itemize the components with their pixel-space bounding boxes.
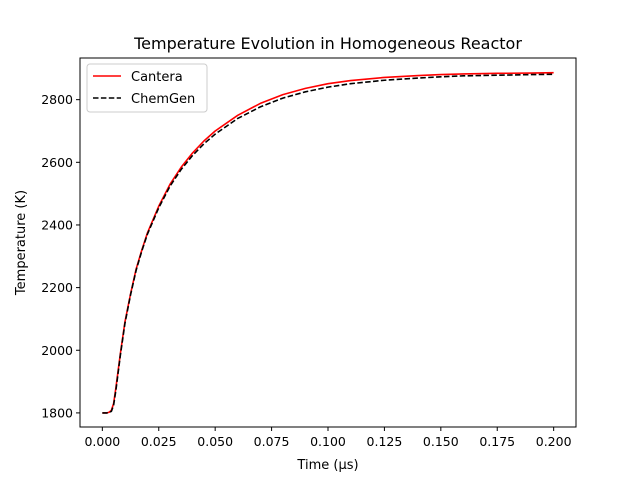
x-tick-label: 0.175 bbox=[479, 434, 515, 449]
x-tick-label: 0.150 bbox=[423, 434, 459, 449]
y-axis-label: Temperature (K) bbox=[14, 190, 29, 296]
x-tick-label: 0.025 bbox=[141, 434, 177, 449]
x-axis-label: Time (μs) bbox=[296, 458, 358, 473]
x-axis: 0.000 0.025 0.050 0.075 0.100 0.125 0.150 0.175… bbox=[84, 427, 572, 449]
x-tick-label: 0.000 bbox=[84, 434, 120, 449]
plot-area bbox=[102, 71, 554, 414]
y-axis: 1800 2000 2200 2400 2600 2800 bbox=[41, 92, 80, 420]
legend: Cantera ChemGen bbox=[86, 63, 208, 113]
y-tick-label: 2200 bbox=[41, 280, 73, 295]
x-tick-label: 0.125 bbox=[367, 434, 403, 449]
x-tick-label: 0.200 bbox=[536, 434, 572, 449]
y-tick-label: 2400 bbox=[41, 217, 73, 232]
chart-title: Temperature Evolution in Homogeneous Rea… bbox=[133, 34, 522, 53]
series-line-chemgen bbox=[102, 73, 554, 414]
y-tick-label: 2800 bbox=[41, 92, 73, 107]
x-tick-label: 0.100 bbox=[310, 434, 346, 449]
y-tick-label: 1800 bbox=[41, 405, 73, 420]
x-tick-label: 0.075 bbox=[254, 434, 290, 449]
legend-label-chemgen: ChemGen bbox=[131, 92, 195, 107]
x-tick-label: 0.050 bbox=[197, 434, 233, 449]
y-tick-label: 2000 bbox=[41, 343, 73, 358]
y-tick-label: 2600 bbox=[41, 155, 73, 170]
legend-label-cantera: Cantera bbox=[131, 70, 183, 85]
